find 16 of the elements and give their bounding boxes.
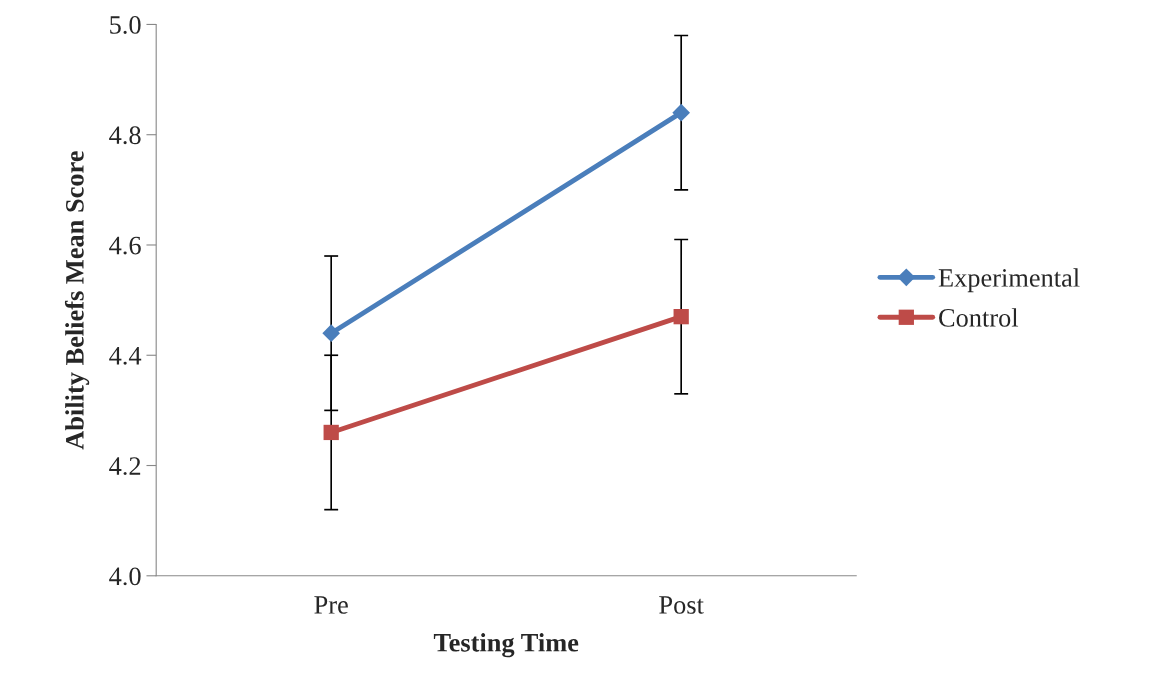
point xyxy=(673,309,689,325)
point xyxy=(672,103,691,122)
y-tick-label: 4.6 xyxy=(109,236,141,255)
x-tick-label: Pre xyxy=(314,596,348,614)
legend-label: Experimental xyxy=(938,268,1080,293)
point xyxy=(323,424,339,441)
y-tick-label: 4.4 xyxy=(109,347,142,365)
y-tick-label: 4.2 xyxy=(109,457,141,476)
point xyxy=(322,324,341,343)
y-tick-label: 4.8 xyxy=(109,126,141,145)
x-axis-title: Testing Time xyxy=(433,633,579,658)
x-tick-label: Post xyxy=(659,596,704,614)
y-tick-label: 5.0 xyxy=(110,16,141,34)
y-axis-title: Ability Beliefs Mean Score xyxy=(64,151,90,450)
y-tick-label: 4.0 xyxy=(109,567,141,586)
legend-label: Control xyxy=(939,308,1019,327)
